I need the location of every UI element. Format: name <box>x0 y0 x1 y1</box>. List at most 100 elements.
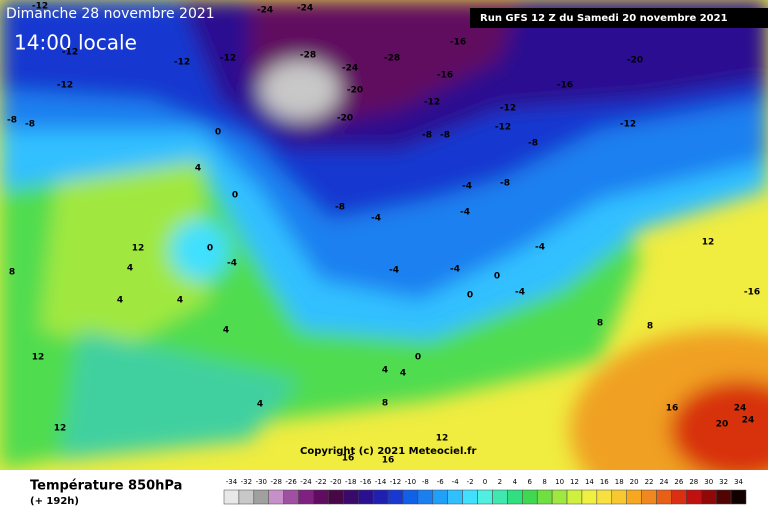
scale-swatch <box>641 489 657 505</box>
contour-label: -16 <box>437 71 453 81</box>
scale-label: -10 <box>405 478 416 486</box>
contour-label: 16 <box>342 454 355 464</box>
scale-swatch <box>432 489 448 505</box>
scale-label: -30 <box>256 478 267 486</box>
contour-label: -4 <box>371 214 381 224</box>
scale-label: -28 <box>270 478 281 486</box>
scale-swatch <box>387 489 404 505</box>
scale-label: -2 <box>467 478 474 486</box>
contour-label: -4 <box>450 265 460 275</box>
contour-label: -12 <box>174 58 190 68</box>
contour-labels: -12 -12 -12 -8 -8 -12 -12 -24 -24 -28 -24 -20 -20 -28… <box>7 2 760 466</box>
contour-label: 16 <box>666 404 679 414</box>
contour-label: -12 <box>220 54 236 64</box>
scale-swatch <box>626 489 642 505</box>
contour-label: 20 <box>716 420 729 430</box>
time-label: 14:00 locale <box>14 31 137 55</box>
scale-label: 34 <box>734 478 743 486</box>
contour-label: -8 <box>25 120 35 130</box>
legend-title: Température 850hPa <box>30 479 182 494</box>
contour-label: -20 <box>347 86 363 96</box>
scale-label: 14 <box>585 478 594 486</box>
contour-label: 24 <box>742 416 755 426</box>
contour-label: -12 <box>32 2 48 12</box>
scale-swatch <box>343 489 359 505</box>
scale-label: 24 <box>660 478 669 486</box>
contour-label: -24 <box>297 4 313 14</box>
contour-label: 4 <box>257 400 263 410</box>
contour-label: -20 <box>627 56 643 66</box>
scale-swatch <box>462 489 478 505</box>
scale-swatch <box>551 489 568 505</box>
scale-label: 20 <box>630 478 639 486</box>
scale-swatch <box>357 489 374 505</box>
contour-label: 8 <box>9 268 15 278</box>
scale-label: 30 <box>704 478 713 486</box>
scale-swatch <box>313 489 329 505</box>
scale-swatch <box>477 489 493 505</box>
scale-label: 10 <box>555 478 564 486</box>
scale-label: 32 <box>719 478 728 486</box>
contour-label: -12 <box>620 120 636 130</box>
contour-label: 4 <box>400 369 406 379</box>
contour-label: -28 <box>384 54 400 64</box>
contour-label: -12 <box>62 48 78 58</box>
contour-label: -24 <box>257 6 273 16</box>
scale-swatch <box>656 489 672 505</box>
contour-label: -4 <box>227 259 237 269</box>
scale-label: -22 <box>315 478 326 486</box>
scale-swatch <box>492 489 508 505</box>
contour-label: 8 <box>597 319 603 329</box>
contour-label: -8 <box>440 131 450 141</box>
scale-label: -26 <box>285 478 297 486</box>
contour-label: 0 <box>215 128 221 138</box>
contour-label: 0 <box>207 244 213 254</box>
scale-label: -32 <box>241 478 252 486</box>
scale-label: -8 <box>422 478 429 486</box>
contour-label: 12 <box>54 424 67 434</box>
contour-label: -8 <box>528 139 538 149</box>
contour-label: 4 <box>117 296 123 306</box>
scale-label: 16 <box>600 478 609 486</box>
contour-label: 0 <box>415 353 421 363</box>
contour-label: 12 <box>132 244 145 254</box>
scale-swatch <box>417 489 434 505</box>
scale-swatch <box>328 489 344 505</box>
scale-swatch <box>671 489 687 505</box>
scale-label: -14 <box>375 478 387 486</box>
scale-label: -4 <box>452 478 460 486</box>
scale-swatch <box>283 489 299 505</box>
contour-label: -4 <box>535 243 545 253</box>
scale-label: 8 <box>542 478 546 486</box>
scale-label: 28 <box>689 478 698 486</box>
contour-label: -8 <box>335 203 345 213</box>
contour-label: 8 <box>647 322 653 332</box>
scale-swatch <box>715 489 732 505</box>
scale-swatch <box>253 489 269 505</box>
scale-label: 22 <box>645 478 654 486</box>
contour-label: 4 <box>195 164 201 174</box>
scale-swatch <box>581 489 598 505</box>
contour-label: -16 <box>744 288 760 298</box>
scale-label: -34 <box>226 478 238 486</box>
contour-label: -16 <box>557 81 573 91</box>
scale-swatch <box>298 489 314 505</box>
contour-label: -4 <box>515 288 525 298</box>
scale-label: 2 <box>498 478 502 486</box>
scale-swatch <box>402 489 419 505</box>
contour-label: -12 <box>495 123 511 133</box>
contour-label: 0 <box>467 291 473 301</box>
contour-label: -28 <box>300 51 316 61</box>
contour-label: -12 <box>424 98 440 108</box>
contour-label: 12 <box>702 238 715 248</box>
scale-swatch <box>596 489 613 505</box>
scale-label: -6 <box>437 478 445 486</box>
scale-swatch <box>268 489 284 505</box>
scale-label: -20 <box>330 478 341 486</box>
lead-time: (+ 192h) <box>30 496 79 507</box>
contour-label: -12 <box>57 81 73 91</box>
scale-swatch <box>522 489 538 505</box>
